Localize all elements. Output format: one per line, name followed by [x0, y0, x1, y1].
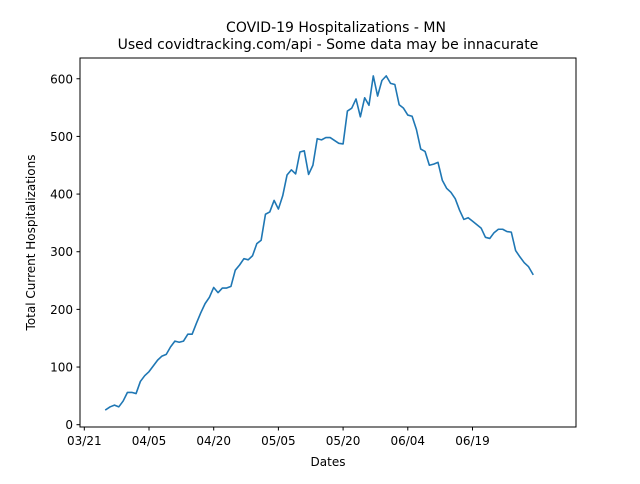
y-tick-label: 0 [65, 418, 73, 432]
x-tick-label: 05/05 [261, 434, 296, 448]
y-axis-label: Total Current Hospitalizations [24, 155, 38, 332]
x-tick-label: 03/21 [67, 434, 102, 448]
plot-area: 0 100 200 300 400 500 600 03/21 04/05 04/20 05/05 0… [50, 72, 534, 448]
y-tick-label: 200 [50, 303, 73, 317]
x-tick-label: 04/20 [196, 434, 231, 448]
y-tick-label: 400 [50, 188, 73, 202]
chart-subtitle: Used covidtracking.com/api - Some data m… [118, 37, 539, 53]
y-tick-label: 600 [50, 72, 73, 86]
x-axis-label: Dates [311, 455, 346, 469]
x-tick-label: 06/19 [455, 434, 490, 448]
y-tick-label: 100 [50, 361, 73, 375]
y-tick-label: 300 [50, 245, 73, 259]
axes-frame [79, 57, 577, 428]
chart-title: COVID-19 Hospitalizations - MN [226, 20, 446, 36]
x-tick-label: 06/04 [390, 434, 425, 448]
series-line [104, 75, 534, 411]
x-tick-label: 05/20 [326, 434, 361, 448]
y-tick-label: 500 [50, 130, 73, 144]
x-tick-label: 04/05 [132, 434, 167, 448]
